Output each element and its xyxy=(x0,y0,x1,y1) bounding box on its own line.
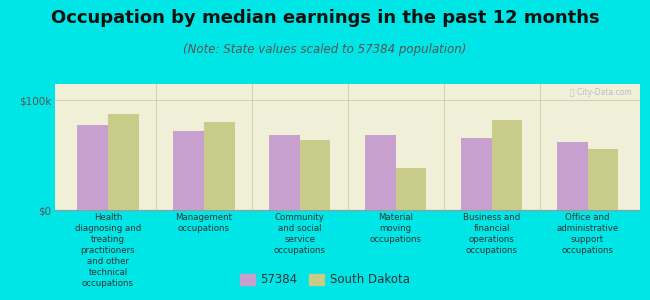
Text: ⓘ City-Data.com: ⓘ City-Data.com xyxy=(569,88,632,97)
Bar xyxy=(204,122,235,210)
Legend: 57384, South Dakota: 57384, South Dakota xyxy=(236,269,414,291)
Bar xyxy=(396,168,426,210)
Bar xyxy=(365,136,396,210)
Bar xyxy=(269,136,300,210)
Bar xyxy=(461,138,491,210)
Text: Occupation by median earnings in the past 12 months: Occupation by median earnings in the pas… xyxy=(51,9,599,27)
Text: (Note: State values scaled to 57384 population): (Note: State values scaled to 57384 popu… xyxy=(183,44,467,56)
Bar xyxy=(77,124,108,210)
Bar xyxy=(300,140,330,210)
Bar xyxy=(557,142,588,210)
Bar xyxy=(491,120,523,210)
Bar xyxy=(108,114,138,210)
Bar xyxy=(588,148,618,210)
Bar xyxy=(173,131,204,210)
